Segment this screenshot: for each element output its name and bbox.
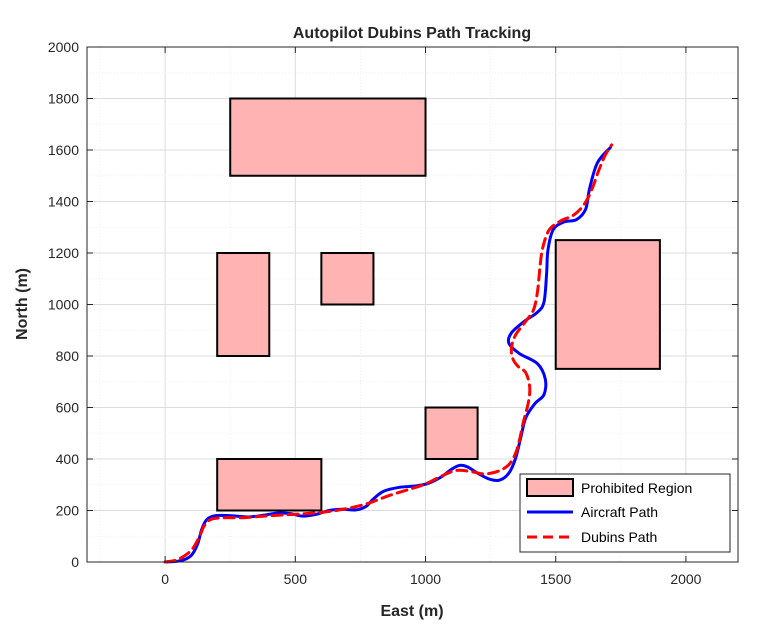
dubins-path-line [163, 143, 614, 564]
y-tick-label: 1200 [48, 245, 79, 261]
x-tick-label: 0 [161, 571, 169, 587]
legend-label-prohibited: Prohibited Region [581, 480, 692, 496]
prohibited-region [554, 239, 661, 370]
y-tick-label: 2000 [48, 39, 79, 55]
prohibited-regions [216, 97, 661, 512]
y-tick-label: 800 [56, 348, 80, 364]
legend: Prohibited Region Aircraft Path Dubins P… [519, 473, 731, 553]
y-tick-label: 1600 [48, 142, 79, 158]
prohibited-region [229, 97, 427, 177]
y-tick-label: 600 [56, 400, 80, 416]
prohibited-region [216, 252, 271, 357]
prohibited-region [424, 406, 479, 460]
legend-label-aircraft: Aircraft Path [581, 504, 658, 520]
paths [163, 143, 614, 564]
y-tick-label: 0 [71, 554, 79, 570]
x-tick-label: 500 [284, 571, 308, 587]
y-tick-label: 400 [56, 451, 80, 467]
y-axis-ticks: 0 200 400 600 800 1000 1200 1400 1600 1800 2000 [48, 39, 738, 570]
prohibited-region [216, 458, 323, 512]
y-tick-label: 1400 [48, 194, 79, 210]
y-tick-label: 200 [56, 503, 80, 519]
x-tick-label: 2000 [670, 571, 701, 587]
legend-label-dubins: Dubins Path [581, 529, 657, 545]
chart-title: Autopilot Dubins Path Tracking [293, 25, 531, 42]
y-axis-label: North (m) [14, 268, 31, 340]
x-axis-ticks: 0 500 1000 1500 2000 [161, 47, 702, 587]
y-tick-label: 1800 [48, 91, 79, 107]
x-axis-label: East (m) [380, 603, 443, 620]
y-tick-label: 1000 [48, 297, 79, 313]
x-tick-label: 1000 [410, 571, 441, 587]
x-tick-label: 1500 [540, 571, 571, 587]
legend-swatch-prohibited [526, 478, 574, 497]
prohibited-region [320, 252, 375, 306]
